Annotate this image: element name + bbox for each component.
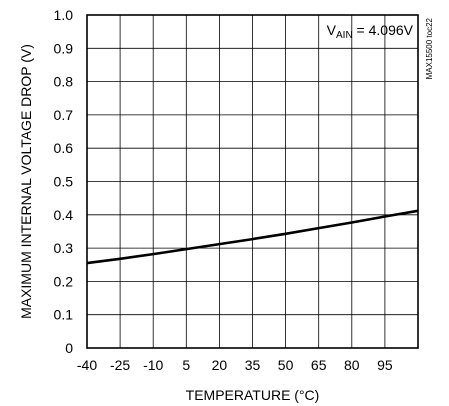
x-tick-label: 80 [344,357,360,373]
annotation-prefix: V [327,22,337,38]
y-tick-label: 0.7 [54,107,74,123]
x-tick-label: 35 [245,357,261,373]
y-tick-label: 0.6 [54,140,74,156]
grid-lines [87,15,418,348]
x-tick-label: 50 [278,357,294,373]
x-tick-label: 5 [182,357,190,373]
x-tick-label: -25 [110,357,130,373]
y-tick-labels: 0 0.1 0.2 0.3 0.4 0.5 0.6 0.7 0.8 0.9 1.0 [54,7,74,356]
plot-frame [86,14,419,349]
x-tick-label: 20 [212,357,228,373]
y-tick-label: 0.4 [54,207,74,223]
y-tick-label: 0.3 [54,240,74,256]
x-axis-label: TEMPERATURE (°C) [186,387,320,403]
part-number-label: MAX15500 toc22 [425,17,434,79]
x-tick-label: -40 [77,357,97,373]
y-tick-label: 0.5 [54,174,74,190]
y-tick-label: 0.8 [54,74,74,90]
x-tick-label: -10 [143,357,163,373]
y-tick-label: 0.2 [54,273,74,289]
x-tick-label: 95 [377,357,393,373]
x-tick-labels: -40 -25 -10 5 20 35 50 65 80 95 [77,357,393,373]
vain-annotation: VAIN = 4.096V [327,22,414,41]
series-line [86,209,419,265]
x-tick-label: 65 [311,357,327,373]
y-tick-label: 0.1 [54,307,74,323]
y-axis-label: MAXIMUM INTERNAL VOLTAGE DROP (V) [18,44,34,319]
series-group [86,209,419,265]
y-tick-label: 1.0 [54,7,74,23]
y-tick-label: 0.9 [54,40,74,56]
annotation-suffix: = 4.096V [353,22,414,38]
y-tick-label: 0 [65,340,73,356]
annotation-subscript: AIN [336,30,353,41]
